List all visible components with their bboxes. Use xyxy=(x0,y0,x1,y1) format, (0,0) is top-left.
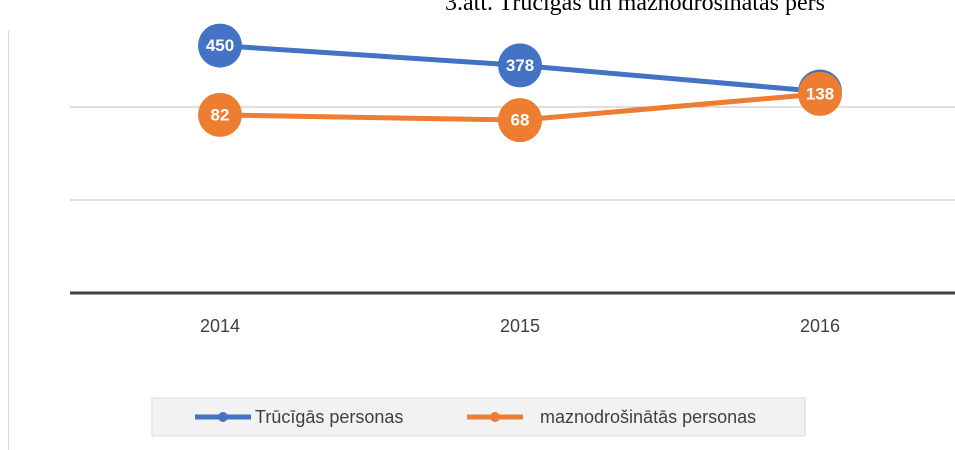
data-label: 68 xyxy=(511,111,530,130)
marker xyxy=(798,71,842,116)
legend-marker xyxy=(218,412,228,422)
data-label: 82 xyxy=(211,105,230,124)
x-tick-label: 2015 xyxy=(500,316,540,336)
x-tick-label: 2014 xyxy=(200,316,240,336)
legend-marker xyxy=(490,412,500,422)
marker xyxy=(198,92,242,137)
chart-title: 3.att. Trūcīgās un maznodrošinātās pers xyxy=(445,0,825,16)
data-label: 138 xyxy=(806,84,834,103)
x-tick-label: 2016 xyxy=(800,316,840,336)
marker xyxy=(498,98,542,143)
marker xyxy=(498,43,542,88)
legend-label: maznodrošinātās personas xyxy=(540,407,756,427)
legend-label: Trūcīgās personas xyxy=(255,407,403,427)
marker xyxy=(198,23,242,68)
data-label: 450 xyxy=(206,36,234,55)
data-label: 378 xyxy=(506,56,534,75)
